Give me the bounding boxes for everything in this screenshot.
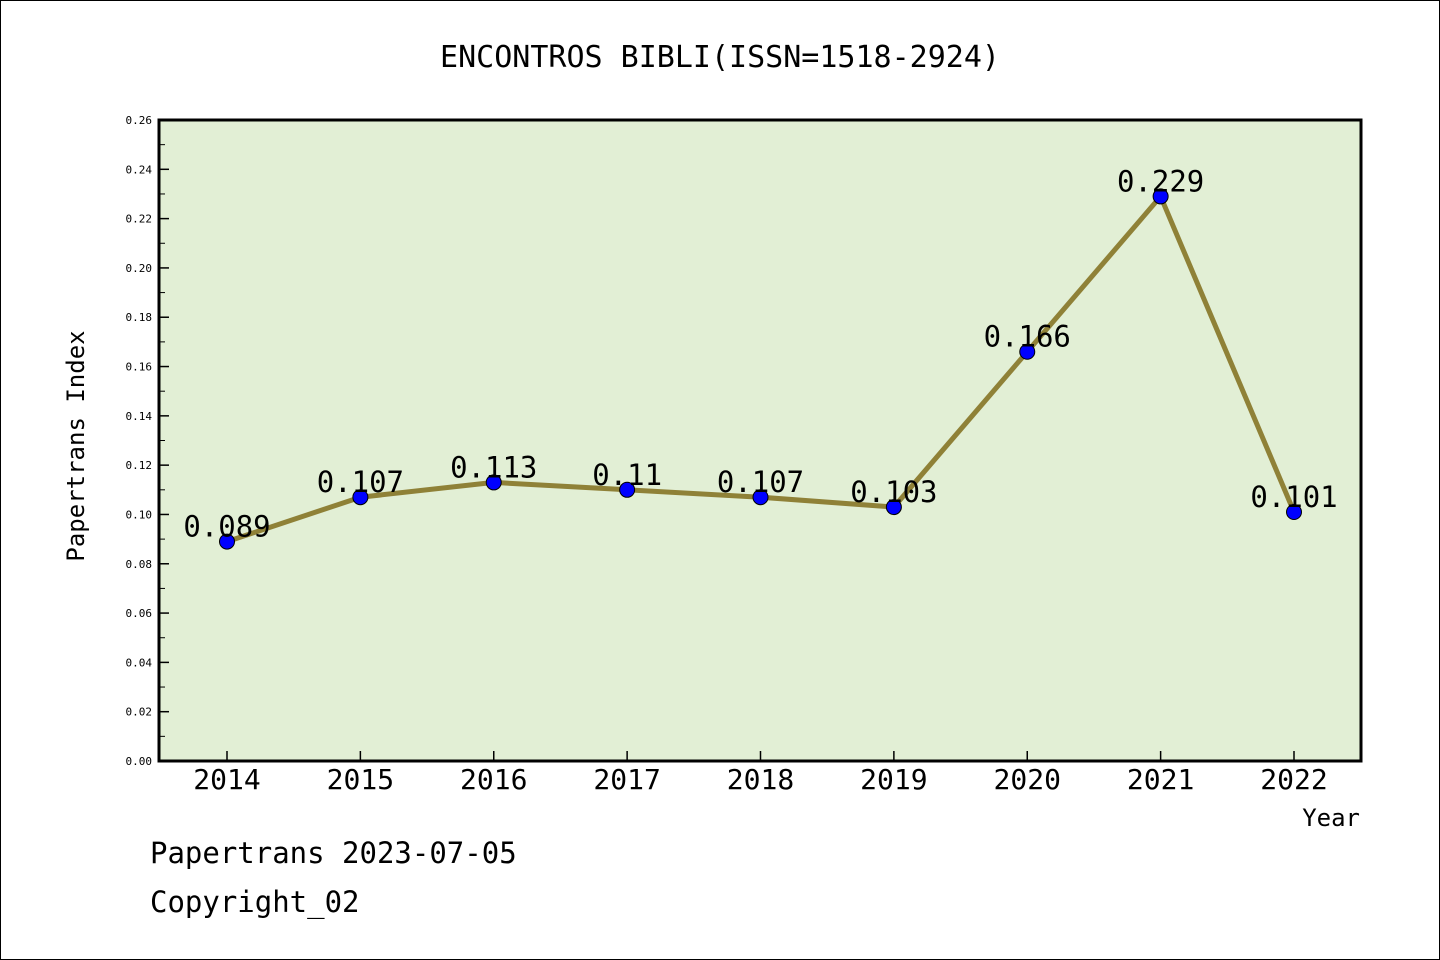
y-tick-label: 0.22 <box>126 213 153 226</box>
y-tick-label: 0.08 <box>126 558 153 571</box>
y-tick-label: 0.20 <box>126 262 153 275</box>
data-point <box>1019 343 1036 360</box>
y-tick-label: 0.18 <box>126 311 153 324</box>
data-label: 0.166 <box>984 320 1071 354</box>
x-tick-label: 2016 <box>460 763 527 796</box>
data-point <box>1286 503 1302 520</box>
x-tick-label: 2020 <box>994 763 1061 796</box>
data-point <box>352 489 369 506</box>
y-tick-label: 0.16 <box>126 361 153 374</box>
y-tick-label: 0.24 <box>126 163 153 176</box>
data-label: 0.101 <box>1250 480 1337 514</box>
x-axis: 2014 2015 2016 2017 2018 2019 2020 2021 2022 <box>193 751 1328 796</box>
x-tick-label: 2021 <box>1127 763 1194 796</box>
data-label: 0.113 <box>450 450 537 484</box>
y-tick-label: 0.26 <box>126 114 153 127</box>
x-axis-label: Year <box>1302 804 1360 832</box>
data-point <box>219 533 235 550</box>
y-axis: 0.00 0.02 0.04 0.06 0.08 0.10 0.12 0.14 0.16 0.18… <box>126 114 169 768</box>
y-tick-label: 0.00 <box>126 755 153 768</box>
data-label: 0.103 <box>850 475 937 509</box>
x-tick-label: 2014 <box>193 763 260 796</box>
y-tick-label: 0.14 <box>126 410 153 423</box>
y-tick-label: 0.02 <box>126 706 153 719</box>
y-tick-label: 0.04 <box>126 656 153 669</box>
data-points <box>219 188 1302 550</box>
x-tick-label: 2022 <box>1260 763 1327 796</box>
data-point <box>1152 188 1169 205</box>
x-tick-label: 2015 <box>327 763 394 796</box>
data-label: 0.107 <box>717 465 804 499</box>
x-tick-label: 2018 <box>727 763 794 796</box>
data-label: 0.11 <box>592 458 662 492</box>
data-label: 0.107 <box>317 465 404 499</box>
data-point <box>485 474 502 491</box>
x-tick-label: 2017 <box>593 763 660 796</box>
x-tick-label: 2019 <box>860 763 927 796</box>
data-point <box>752 489 769 506</box>
data-labels: 0.089 0.107 0.113 0.11 0.107 0.103 0.166 0.229 0… <box>183 164 1337 543</box>
y-tick-label: 0.12 <box>126 459 153 472</box>
footer-date-text: Papertrans 2023-07-05 <box>150 836 517 870</box>
y-tick-label: 0.06 <box>126 607 153 620</box>
y-tick-label: 0.10 <box>126 508 153 521</box>
data-label: 0.229 <box>1117 164 1204 198</box>
y-axis-label: Papertrans Index <box>62 330 90 561</box>
chart-title: ENCONTROS BIBLI(ISSN=1518-2924) <box>440 40 1000 75</box>
data-point <box>619 481 636 498</box>
footer-copyright-text: Copyright_02 <box>150 885 360 919</box>
data-point <box>885 499 902 516</box>
data-label: 0.089 <box>183 510 270 544</box>
plot-area <box>157 118 1363 763</box>
